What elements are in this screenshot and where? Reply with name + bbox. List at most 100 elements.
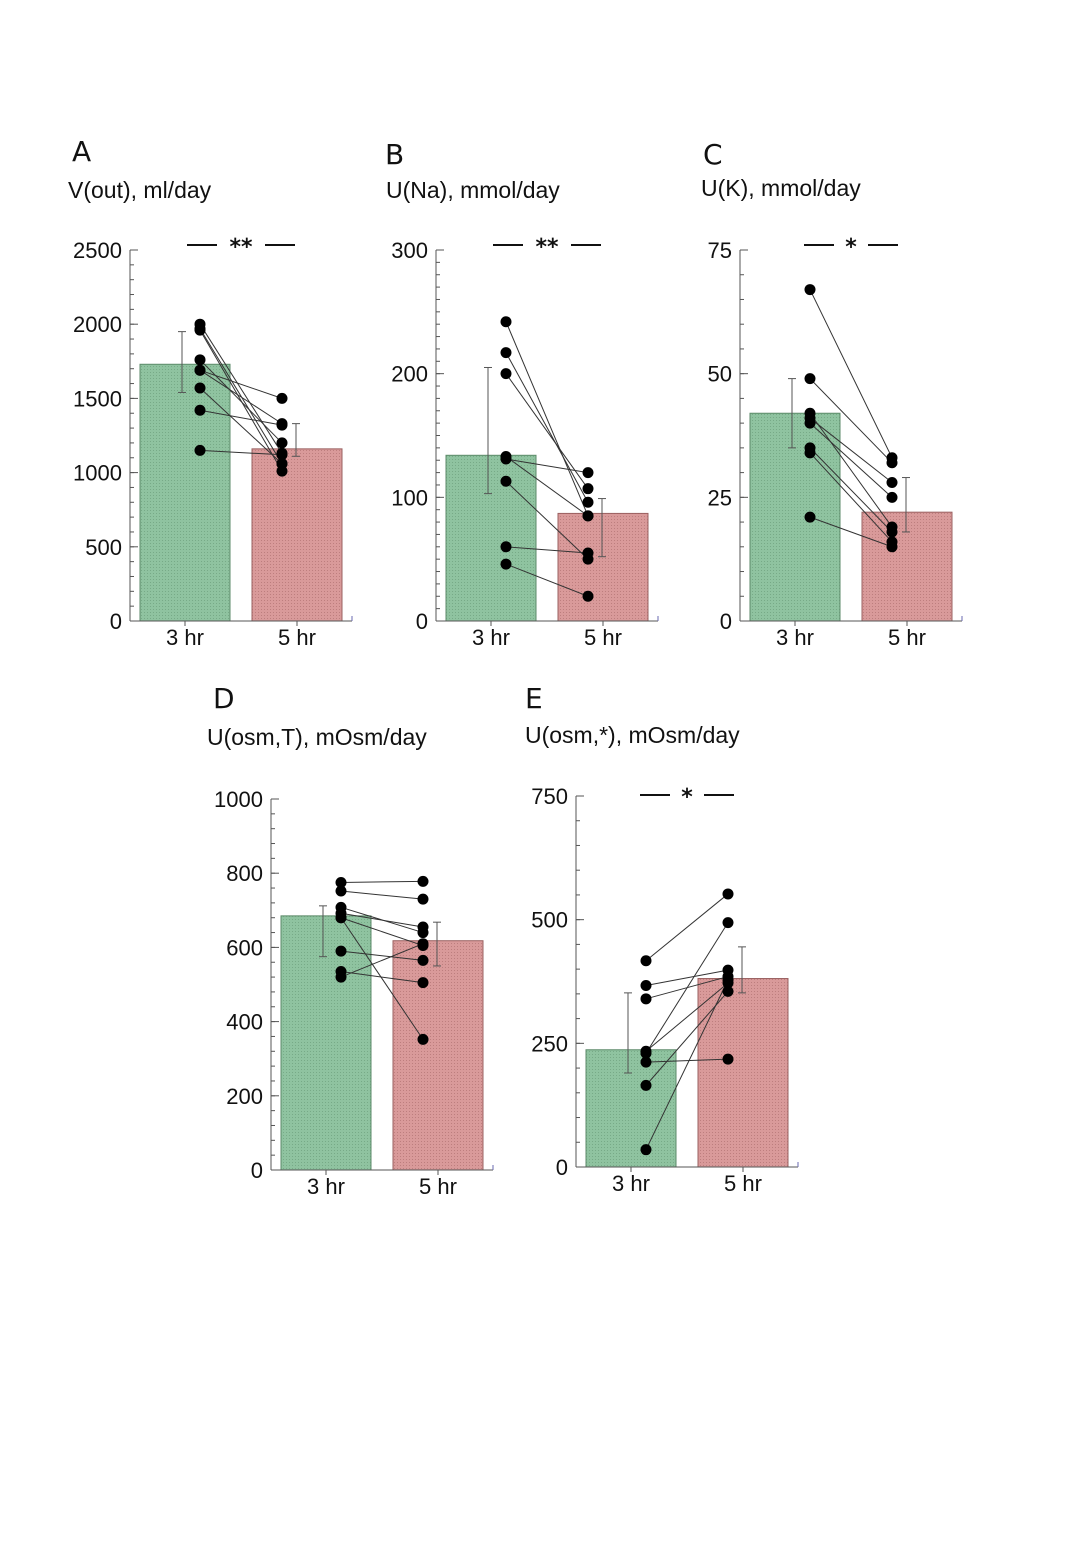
bar-3hr — [749, 412, 841, 622]
panel-letter: D — [213, 682, 235, 715]
bar-3hr — [139, 363, 231, 622]
data-point — [335, 945, 347, 957]
data-point — [640, 1056, 652, 1068]
pair-line — [645, 1058, 729, 1063]
y-tick-label: 400 — [226, 1010, 263, 1035]
y-tick-label: 200 — [226, 1084, 263, 1109]
chart-svg-a: 0 500 1000 1500 2000 2500 3 hr 5 hr ** — [73, 235, 353, 650]
pair-line — [340, 880, 424, 883]
y-tick-label: 300 — [391, 238, 428, 263]
pair-line — [505, 563, 589, 597]
significance-label: ** — [535, 235, 559, 260]
x-tick-label: 3 hr — [472, 625, 510, 650]
data-point — [276, 392, 288, 404]
pair-line — [505, 373, 589, 489]
data-point — [582, 590, 594, 602]
x-tick-label: 5 hr — [888, 625, 926, 650]
bar-5hr — [251, 448, 343, 622]
y-tick-label: 25 — [708, 485, 732, 510]
data-point — [194, 354, 206, 366]
data-point — [886, 457, 898, 469]
data-point — [194, 404, 206, 416]
data-point — [722, 1053, 734, 1065]
y-tick-label: 2500 — [73, 238, 122, 263]
pair-line — [505, 321, 589, 517]
data-point — [417, 938, 429, 950]
data-point — [194, 364, 206, 376]
data-point — [640, 979, 652, 991]
pair-line — [340, 912, 424, 928]
data-point — [194, 323, 206, 335]
pair-line — [645, 979, 729, 1150]
data-point — [804, 447, 816, 459]
data-point — [722, 917, 734, 929]
pair-line — [809, 516, 893, 548]
y-tick-label: 100 — [391, 485, 428, 510]
data-point — [276, 449, 288, 461]
x-tick-label: 5 hr — [584, 625, 622, 650]
bar-3hr — [585, 1049, 677, 1168]
data-point — [804, 511, 816, 523]
pair-line — [505, 546, 589, 554]
pair-line — [809, 289, 893, 458]
pair-line — [340, 971, 424, 984]
data-point — [886, 526, 898, 538]
data-point — [886, 491, 898, 503]
y-tick-label: 250 — [531, 1031, 568, 1056]
data-point — [640, 1079, 652, 1091]
data-point — [417, 893, 429, 905]
pair-line — [809, 412, 893, 528]
data-point — [886, 541, 898, 553]
data-point — [500, 316, 512, 328]
y-tick-label: 0 — [416, 609, 428, 634]
pair-line — [505, 458, 589, 474]
data-point — [500, 347, 512, 359]
y-tick-label: 600 — [226, 935, 263, 960]
pair-line — [199, 359, 283, 444]
data-point — [417, 977, 429, 989]
data-point — [276, 458, 288, 470]
panel-a: A V(out), ml/day 0 500 1000 1500 2000 2500 3 h… — [60, 135, 380, 655]
data-point — [500, 368, 512, 380]
data-point — [417, 1033, 429, 1045]
chart-svg-b: 0 100 200 300 3 hr 5 hr ** — [391, 235, 659, 650]
pair-line — [505, 352, 589, 503]
y-tick-label: 200 — [391, 362, 428, 387]
data-point — [335, 912, 347, 924]
pair-line — [199, 387, 283, 465]
data-point — [417, 954, 429, 966]
panel-title: V(out), ml/day — [68, 177, 212, 203]
y-tick-label: 500 — [531, 908, 568, 933]
data-point — [804, 373, 816, 385]
y-tick-label: 0 — [720, 609, 732, 634]
data-point — [276, 419, 288, 431]
y-tick-label: 800 — [226, 861, 263, 886]
data-point — [276, 437, 288, 449]
panel-d: D U(osm,T), mOsm/day 0 200 400 600 800 1000 3 … — [205, 682, 525, 1212]
pair-line — [199, 329, 283, 472]
y-tick-label: 1000 — [73, 461, 122, 486]
pair-line — [645, 969, 729, 986]
chart-svg-c: 0 25 50 75 3 hr 5 hr * — [708, 235, 963, 650]
significance-label: * — [681, 785, 693, 810]
pair-line — [645, 991, 729, 1086]
y-tick-label: 1500 — [73, 386, 122, 411]
data-point — [640, 1047, 652, 1059]
data-point — [582, 467, 594, 479]
pair-line — [199, 323, 283, 454]
pair-line — [340, 917, 424, 947]
data-point — [640, 993, 652, 1005]
pair-line — [505, 480, 589, 560]
pair-line — [340, 917, 424, 1040]
bar-5hr — [861, 511, 953, 622]
panel-title: U(K), mmol/day — [701, 175, 861, 201]
bar-5hr — [697, 978, 789, 1168]
y-tick-label: 500 — [85, 535, 122, 560]
data-point — [804, 284, 816, 296]
pair-line — [340, 950, 424, 961]
data-point — [194, 444, 206, 456]
data-point — [335, 885, 347, 897]
x-tick-label: 3 hr — [307, 1174, 345, 1199]
data-point — [582, 496, 594, 508]
